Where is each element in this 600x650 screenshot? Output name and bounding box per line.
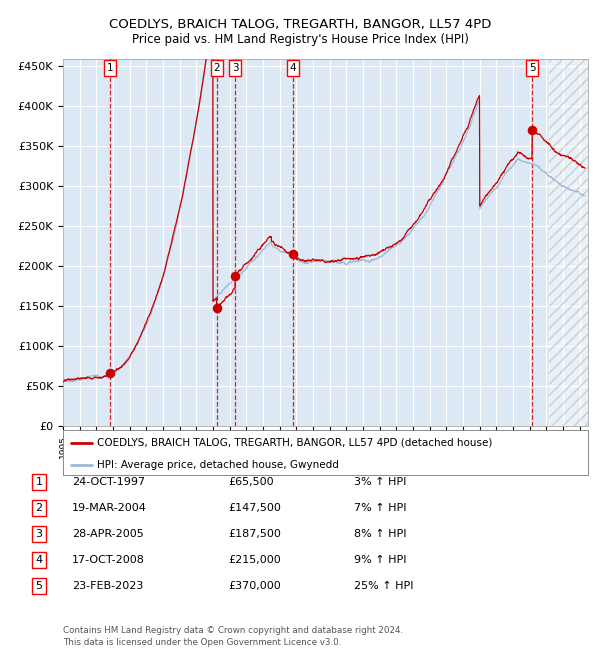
Text: 28-APR-2005: 28-APR-2005 <box>72 529 144 539</box>
Text: 9% ↑ HPI: 9% ↑ HPI <box>354 555 407 566</box>
Point <box>288 249 298 259</box>
Text: 3% ↑ HPI: 3% ↑ HPI <box>354 477 406 488</box>
Text: £187,500: £187,500 <box>228 529 281 539</box>
Text: 19-MAR-2004: 19-MAR-2004 <box>72 503 147 514</box>
Point <box>212 303 221 313</box>
Point <box>230 271 240 281</box>
Bar <box>549 58 588 426</box>
Bar <box>549 58 588 426</box>
Text: £370,000: £370,000 <box>228 581 281 592</box>
Text: 8% ↑ HPI: 8% ↑ HPI <box>354 529 407 539</box>
Text: 1: 1 <box>35 477 43 488</box>
Point <box>105 369 115 379</box>
Text: 17-OCT-2008: 17-OCT-2008 <box>72 555 145 566</box>
Text: 24-OCT-1997: 24-OCT-1997 <box>72 477 145 488</box>
Text: 3: 3 <box>35 529 43 539</box>
Text: 4: 4 <box>35 555 43 566</box>
Text: Contains HM Land Registry data © Crown copyright and database right 2024.
This d: Contains HM Land Registry data © Crown c… <box>63 626 403 647</box>
Text: £147,500: £147,500 <box>228 503 281 514</box>
Text: Price paid vs. HM Land Registry's House Price Index (HPI): Price paid vs. HM Land Registry's House … <box>131 32 469 46</box>
Text: £65,500: £65,500 <box>228 477 274 488</box>
Text: COEDLYS, BRAICH TALOG, TREGARTH, BANGOR, LL57 4PD: COEDLYS, BRAICH TALOG, TREGARTH, BANGOR,… <box>109 18 491 31</box>
Text: £215,000: £215,000 <box>228 555 281 566</box>
Text: 4: 4 <box>290 63 296 73</box>
Text: 2: 2 <box>35 503 43 514</box>
Text: HPI: Average price, detached house, Gwynedd: HPI: Average price, detached house, Gwyn… <box>97 460 339 470</box>
Text: 1: 1 <box>107 63 113 73</box>
Text: 5: 5 <box>35 581 43 592</box>
Text: 3: 3 <box>232 63 238 73</box>
Text: 7% ↑ HPI: 7% ↑ HPI <box>354 503 407 514</box>
Text: COEDLYS, BRAICH TALOG, TREGARTH, BANGOR, LL57 4PD (detached house): COEDLYS, BRAICH TALOG, TREGARTH, BANGOR,… <box>97 437 493 448</box>
Text: 25% ↑ HPI: 25% ↑ HPI <box>354 581 413 592</box>
Text: 23-FEB-2023: 23-FEB-2023 <box>72 581 143 592</box>
Text: 5: 5 <box>529 63 535 73</box>
Text: 2: 2 <box>214 63 220 73</box>
Point <box>527 125 537 136</box>
